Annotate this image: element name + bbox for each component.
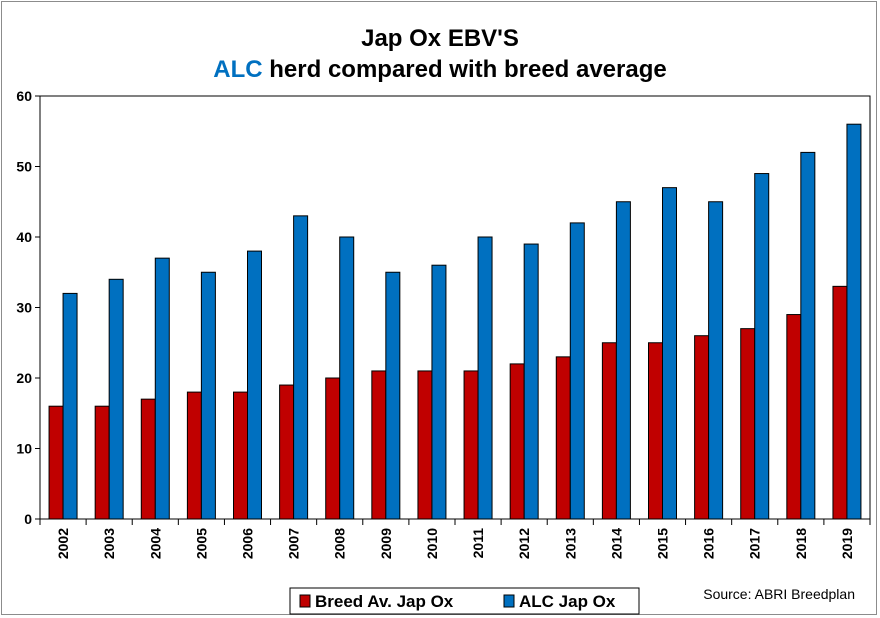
breed-bar-2010 (417, 370, 433, 520)
breed-bar-2016 (694, 335, 710, 520)
x-tick-label: 2014 (608, 528, 624, 559)
x-tick-label: 2013 (562, 528, 578, 559)
x-tick-label: 2011 (470, 528, 486, 559)
breed-bar-2015 (648, 342, 663, 520)
alc-bar-2015 (662, 187, 677, 520)
y-tick-label: 0 (24, 511, 32, 527)
alc-bar-2009 (385, 271, 401, 520)
breed-bar-2003 (94, 405, 110, 520)
breed-bar-2018 (786, 314, 802, 520)
alc-bar-2006 (247, 250, 262, 520)
alc-bar-2010 (431, 264, 447, 520)
x-tick-label: 2009 (378, 528, 394, 559)
legend-box (289, 587, 640, 615)
x-tick-label: 2003 (101, 528, 117, 559)
chart-title: Jap Ox EBV'S (361, 25, 519, 52)
alc-bar-2005 (200, 271, 216, 520)
subtitle-rest: herd compared with breed average (263, 56, 667, 83)
legend-swatch (503, 594, 515, 608)
y-tick-label: 20 (16, 370, 32, 386)
alc-bar-2003 (108, 278, 124, 520)
alc-bar-2008 (339, 236, 355, 520)
source-note: Source: ABRI Breedplan (703, 586, 855, 602)
x-tick-label: 2010 (424, 528, 440, 559)
alc-bar-2007 (293, 215, 309, 520)
y-tick-label: 40 (16, 229, 32, 245)
alc-bar-2017 (754, 173, 770, 520)
alc-bar-2011 (477, 236, 493, 520)
x-tick-label: 2012 (516, 528, 532, 559)
y-tick-label: 60 (16, 88, 32, 104)
chart-subtitle: ALC herd compared with breed average (213, 56, 666, 83)
breed-bar-2014 (601, 342, 617, 520)
breed-bar-2019 (832, 285, 848, 520)
x-tick-label: 2002 (55, 528, 71, 559)
legend-swatch (299, 594, 311, 608)
subtitle-highlight: ALC (213, 56, 262, 83)
breed-bar-2013 (555, 356, 571, 520)
breed-bar-2017 (740, 328, 756, 520)
y-tick-label: 30 (16, 300, 32, 316)
x-tick-label: 2017 (747, 528, 763, 559)
alc-bar-2004 (154, 257, 170, 520)
breed-bar-2007 (279, 384, 295, 520)
plot-area: 0 10 20 30 40 50 60 2002 2003 2004 2005 2006 2007 200… (16, 88, 871, 559)
legend: Breed Av. Jap Ox ALC Jap Ox (289, 587, 640, 615)
x-tick-label: 2007 (286, 528, 302, 559)
alc-bar-2019 (846, 123, 862, 520)
alc-bar-2018 (800, 151, 816, 520)
x-tick-label: 2016 (701, 528, 717, 559)
breed-bar-2006 (233, 391, 248, 520)
legend-label: Breed Av. Jap Ox (315, 592, 454, 611)
alc-bar-2002 (62, 292, 78, 520)
breed-bar-2012 (509, 363, 525, 520)
breed-bar-2005 (186, 391, 202, 520)
x-tick-label: 2008 (332, 528, 348, 559)
x-tick-label: 2006 (240, 528, 256, 559)
y-tick-label: 10 (16, 441, 32, 457)
x-tick-label: 2004 (147, 528, 163, 559)
y-tick-label: 50 (16, 159, 32, 175)
x-tick-label: 2015 (655, 528, 671, 559)
alc-bar-2012 (523, 243, 539, 520)
alc-bar-2013 (569, 222, 585, 520)
legend-label: ALC Jap Ox (519, 592, 616, 611)
x-tick-label: 2005 (193, 528, 209, 559)
x-tick-label: 2019 (839, 528, 855, 559)
breed-bar-2011 (463, 370, 479, 520)
breed-bar-2008 (325, 377, 341, 520)
breed-bar-2004 (140, 398, 156, 520)
alc-bar-2016 (708, 201, 724, 520)
breed-bar-2002 (48, 405, 64, 520)
breed-bar-2009 (371, 370, 387, 520)
alc-bar-2014 (615, 201, 631, 520)
x-tick-label: 2018 (793, 528, 809, 559)
